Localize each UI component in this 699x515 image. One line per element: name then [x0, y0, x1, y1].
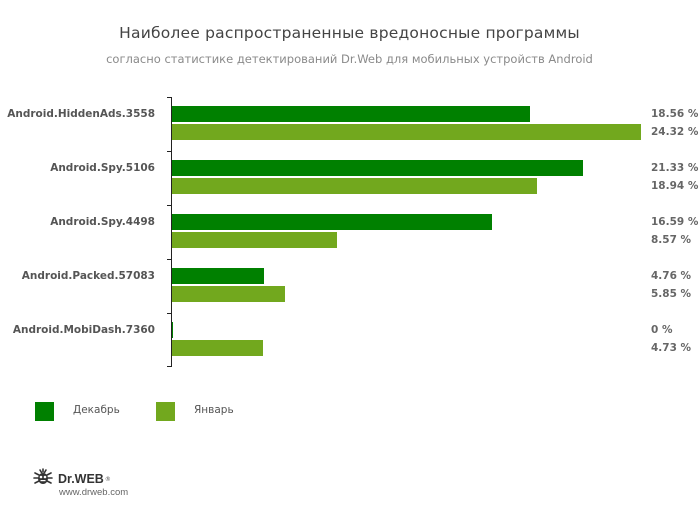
- y-axis-tick: [167, 97, 172, 98]
- chart-title: Наиболее распространенные вредоносные пр…: [119, 24, 580, 42]
- value-label-december: 21.33 %: [651, 162, 699, 174]
- bar-december: [172, 106, 530, 122]
- value-label-january: 4.73 %: [651, 342, 692, 354]
- y-axis-line: [171, 97, 172, 367]
- bar-january: [172, 340, 263, 356]
- value-label-december: 18.56 %: [651, 108, 699, 120]
- category-label: Android.MobiDash.7360: [12, 324, 155, 336]
- website-url: www.drweb.com: [59, 487, 129, 498]
- y-axis-tick: [167, 151, 172, 152]
- bar-january: [172, 232, 337, 248]
- value-label-december: 4.76 %: [651, 270, 692, 282]
- bar-december: [172, 322, 173, 338]
- y-axis-tick: [167, 313, 172, 314]
- bar-december: [172, 214, 492, 230]
- bar-december: [172, 268, 264, 284]
- drweb-logo: Dr.WEB ®: [32, 468, 111, 490]
- legend-swatch-december: [35, 402, 54, 421]
- chart-subtitle: согласно статистике детектирований Dr.We…: [106, 52, 593, 66]
- bar-january: [172, 124, 641, 140]
- category-label: Android.HiddenAds.3558: [7, 108, 155, 120]
- y-axis-tick: [167, 205, 172, 206]
- legend-label-december: Декабрь: [73, 404, 120, 416]
- bar-january: [172, 178, 537, 194]
- value-label-january: 24.32 %: [651, 126, 699, 138]
- y-axis-tick: [167, 259, 172, 260]
- category-label: Android.Spy.5106: [50, 162, 155, 174]
- bar-december: [172, 160, 583, 176]
- y-axis-tick: [167, 366, 172, 367]
- value-label-december: 16.59 %: [651, 216, 699, 228]
- logo-text: Dr.WEB: [58, 472, 104, 486]
- value-label-january: 18.94 %: [651, 180, 699, 192]
- category-label: Android.Spy.4498: [50, 216, 155, 228]
- category-label: Android.Packed.57083: [21, 270, 155, 282]
- value-label-january: 8.57 %: [651, 234, 692, 246]
- registered-mark: ®: [104, 475, 111, 483]
- bar-january: [172, 286, 285, 302]
- spider-bug-icon: [32, 468, 54, 490]
- value-label-december: 0 %: [651, 324, 673, 336]
- value-label-january: 5.85 %: [651, 288, 692, 300]
- legend-swatch-january: [156, 402, 175, 421]
- legend-label-january: Январь: [194, 404, 234, 416]
